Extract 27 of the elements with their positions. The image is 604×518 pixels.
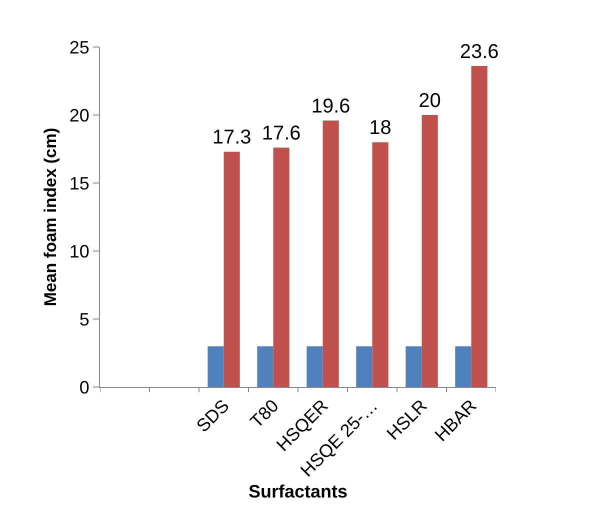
y-tick-label: 10 <box>69 241 90 262</box>
bar <box>257 346 274 387</box>
y-tick-label: 20 <box>69 105 90 126</box>
y-axis-title: Mean foam index (cm) <box>41 128 60 306</box>
data-label: 23.6 <box>460 41 499 64</box>
data-label: 20 <box>418 90 441 112</box>
data-label: 19.6 <box>311 95 350 118</box>
bar <box>322 120 339 387</box>
bar <box>356 346 372 387</box>
bar <box>306 346 323 387</box>
x-axis-title: Surfactants <box>248 482 348 502</box>
bar <box>224 152 240 387</box>
bar <box>422 115 438 387</box>
y-tick-label: 25 <box>69 37 90 58</box>
data-label: 17.6 <box>262 122 301 145</box>
bar <box>406 346 422 387</box>
y-tick-label: 5 <box>79 309 90 330</box>
bar <box>273 148 290 387</box>
data-label: 17.3 <box>212 126 252 149</box>
y-tick-label: 0 <box>79 377 90 398</box>
bar <box>455 346 472 387</box>
bar <box>471 66 488 387</box>
bar <box>208 346 224 387</box>
y-tick-label: 15 <box>69 173 90 194</box>
bar <box>372 142 388 387</box>
data-label: 18 <box>369 117 392 140</box>
x-tick-label: T80 <box>246 396 282 432</box>
